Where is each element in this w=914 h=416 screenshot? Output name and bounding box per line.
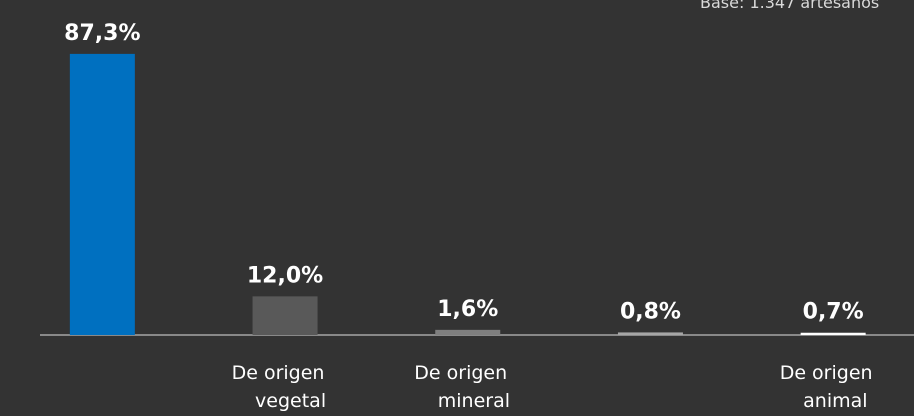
- bar: [435, 329, 501, 335]
- value-label: 0,7%: [803, 300, 864, 325]
- x-tick-label: De origen animal: [780, 362, 879, 412]
- label-line: De origen: [232, 362, 331, 384]
- bar: [617, 332, 683, 335]
- value-label: 0,8%: [620, 299, 681, 324]
- x-tick-label: De origen vegetal: [232, 362, 331, 412]
- bar: [69, 53, 135, 335]
- bar: [800, 332, 866, 335]
- label-line: De origen: [414, 362, 513, 384]
- label-line: mineral: [438, 390, 510, 412]
- label-line: animal: [803, 390, 867, 412]
- value-label: 12,0%: [247, 263, 323, 288]
- value-label: 87,3%: [64, 21, 140, 46]
- x-tick-label: De origen mineral: [414, 362, 513, 412]
- bar: [252, 296, 318, 335]
- subtitle: Base: 1.347 artesanos: [700, 0, 879, 12]
- label-line: vegetal: [255, 390, 326, 412]
- value-label: 1,6%: [437, 297, 498, 322]
- label-line: De origen: [780, 362, 879, 384]
